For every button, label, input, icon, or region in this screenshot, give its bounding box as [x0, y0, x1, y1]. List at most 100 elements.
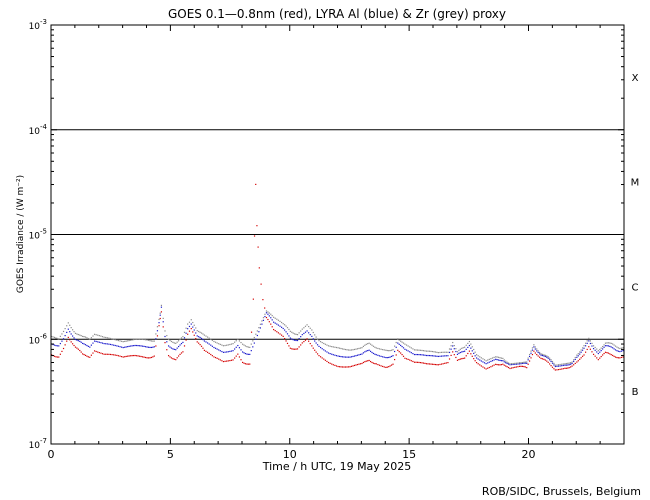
data-point	[198, 342, 200, 344]
data-point	[401, 341, 403, 343]
data-point	[234, 341, 236, 343]
data-point	[219, 359, 221, 361]
data-point	[581, 355, 584, 357]
data-point	[452, 341, 454, 344]
data-point	[577, 353, 579, 355]
data-point	[205, 335, 207, 337]
data-point	[87, 356, 89, 358]
data-point	[571, 362, 573, 365]
data-point	[467, 352, 469, 355]
data-point	[574, 358, 576, 361]
data-point	[149, 357, 151, 359]
data-point	[167, 338, 170, 341]
data-point	[109, 353, 112, 356]
data-point	[301, 334, 303, 336]
data-point	[109, 337, 112, 340]
data-point	[314, 349, 316, 351]
data-point	[421, 354, 423, 356]
data-point	[543, 355, 545, 357]
data-point	[72, 335, 74, 337]
data-point	[603, 352, 605, 355]
data-point	[392, 355, 394, 357]
data-point	[321, 341, 323, 344]
data-point	[464, 350, 466, 352]
data-point	[407, 345, 409, 347]
data-point	[528, 353, 531, 356]
data-point	[368, 359, 370, 362]
data-point	[100, 352, 102, 354]
data-point	[279, 320, 281, 322]
data-point	[213, 346, 215, 349]
data-point	[249, 353, 251, 355]
data-point	[219, 350, 221, 352]
data-point	[176, 341, 178, 343]
data-point	[53, 355, 56, 357]
data-point	[556, 369, 558, 371]
data-point	[444, 362, 446, 364]
data-point	[213, 356, 215, 358]
data-point	[268, 315, 270, 317]
data-point	[505, 362, 507, 364]
data-point	[540, 354, 542, 356]
data-point	[622, 356, 624, 358]
data-point	[224, 351, 226, 353]
y-axis: 10-7 10-6 10-5 10-4 10-3	[29, 18, 624, 451]
data-point	[134, 344, 136, 347]
data-point	[279, 325, 281, 327]
data-point	[439, 363, 441, 366]
data-point	[551, 362, 554, 364]
data-point	[265, 312, 268, 314]
data-point	[73, 344, 75, 347]
data-point	[577, 355, 579, 357]
data-point	[416, 353, 419, 356]
data-point	[69, 339, 71, 341]
data-point	[124, 340, 126, 343]
data-point	[588, 346, 590, 348]
data-point	[565, 364, 567, 366]
data-point	[609, 342, 611, 344]
data-point	[544, 359, 546, 361]
data-point	[581, 349, 584, 351]
data-point	[442, 351, 444, 353]
data-point	[208, 337, 210, 339]
data-point	[288, 328, 290, 331]
data-point	[301, 342, 303, 344]
data-point	[490, 366, 492, 368]
data-point	[585, 351, 587, 353]
data-point	[139, 355, 141, 357]
data-point	[517, 362, 519, 364]
data-point	[388, 356, 390, 359]
data-point	[602, 354, 604, 356]
data-point	[128, 345, 130, 347]
data-point	[386, 366, 388, 368]
data-point	[253, 342, 255, 344]
data-point	[203, 334, 205, 336]
data-point	[175, 349, 177, 351]
data-point	[303, 332, 305, 335]
data-point	[133, 354, 135, 357]
data-point	[543, 354, 545, 356]
data-point	[311, 329, 313, 331]
data-point	[213, 340, 215, 343]
data-point	[617, 347, 619, 349]
data-point	[459, 351, 461, 354]
data-point	[216, 348, 218, 350]
data-point	[64, 344, 66, 346]
data-point	[235, 346, 237, 348]
data-point	[214, 347, 217, 349]
data-point	[259, 327, 261, 329]
data-point	[122, 346, 124, 349]
data-point	[202, 338, 204, 341]
y-tick-label: 10-6	[29, 332, 48, 346]
data-point	[412, 353, 414, 355]
data-point	[149, 340, 151, 342]
data-point	[571, 365, 573, 367]
data-point	[385, 349, 387, 351]
data-point	[487, 362, 489, 364]
data-point	[267, 313, 269, 315]
data-point	[479, 364, 481, 366]
data-point	[77, 333, 79, 336]
data-point	[456, 351, 459, 353]
data-point	[546, 355, 548, 357]
data-point	[372, 362, 375, 364]
